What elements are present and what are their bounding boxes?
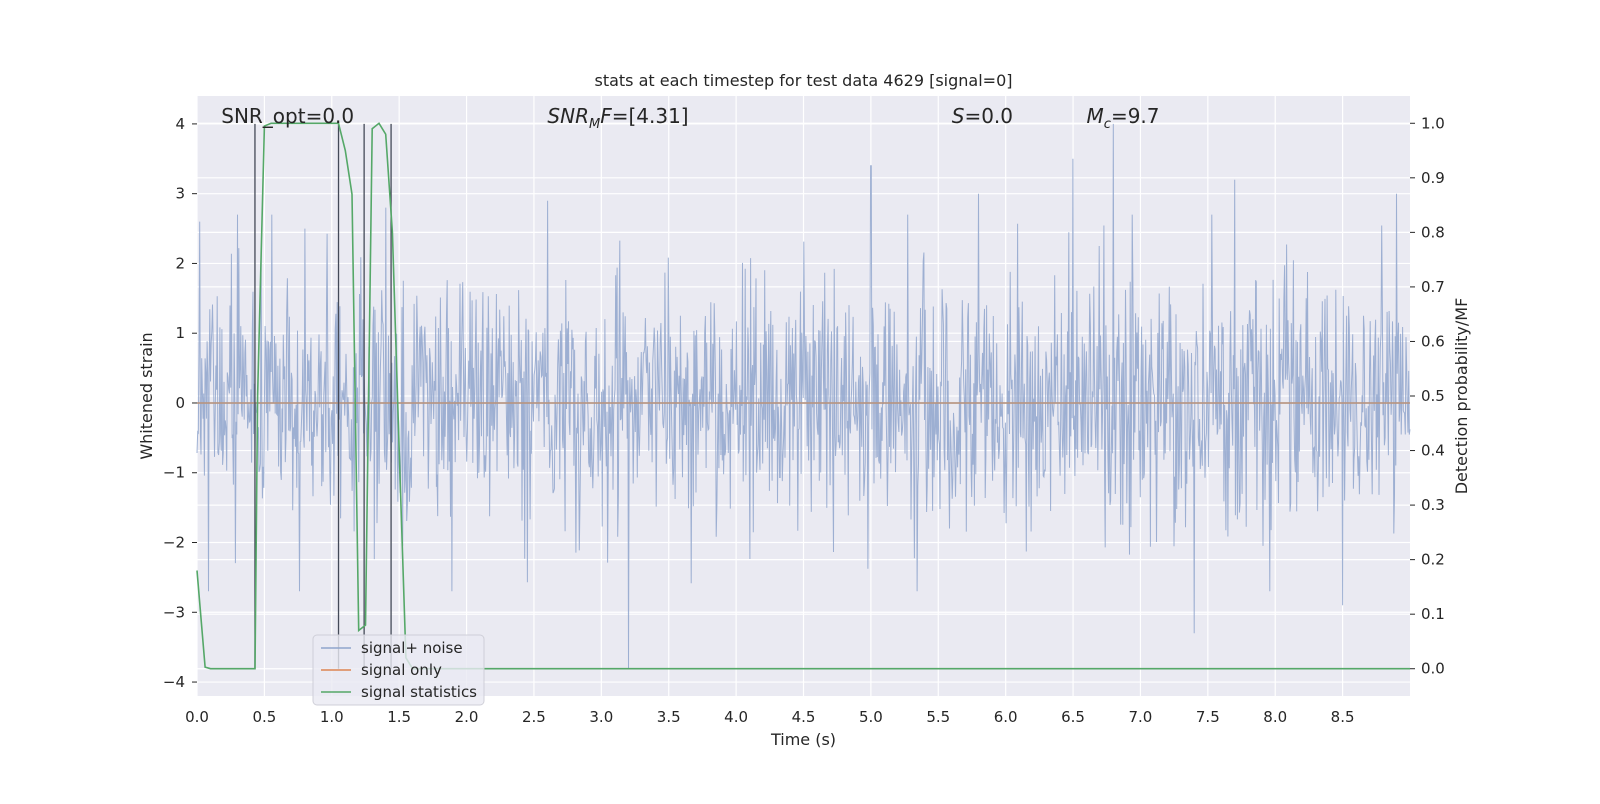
y-tick-label: 0 — [175, 394, 185, 412]
y-tick-label: −4 — [163, 673, 185, 691]
annotation-snr-mf: SNRMF=[4.31] — [547, 104, 688, 132]
x-tick-label: 8.5 — [1331, 708, 1355, 726]
x-tick-label: 3.5 — [657, 708, 681, 726]
x-tick-label: 7.0 — [1129, 708, 1153, 726]
y2-tick-label: 1.0 — [1421, 114, 1445, 132]
y-tick-label: −1 — [163, 464, 185, 482]
x-tick-label: 2.0 — [455, 708, 479, 726]
y2-axis-label: Detection probability/MF — [1452, 298, 1471, 495]
legend-label: signal only — [361, 661, 442, 679]
signal-statistics-line — [196, 122, 1410, 670]
x-tick-label: 3.0 — [589, 708, 613, 726]
signal-statistics-series — [196, 122, 1410, 670]
y2-tick-label: 0.9 — [1421, 169, 1445, 187]
y2-tick-label: 0.6 — [1421, 332, 1445, 350]
y2-tick-label: 0.7 — [1421, 278, 1445, 296]
ticks: 0.0 0.5 1.0 1.5 2.0 2.5 3.0 3.5 4.0 4.5 5.0 5.5 6.0 6… — [163, 114, 1445, 726]
legend: signal+ noise signal only signal statistic… — [312, 634, 485, 706]
annotation-s: S=0.0 — [952, 104, 1013, 128]
y-tick-label: 4 — [175, 115, 185, 133]
y2-tick-label: 0.1 — [1421, 605, 1445, 623]
annotation-mc: Mc=9.7 — [1087, 104, 1160, 132]
chart-title: stats at each timestep for test data 462… — [594, 71, 1012, 90]
y2-tick-label: 0.4 — [1421, 442, 1445, 460]
x-tick-label: 5.5 — [926, 708, 950, 726]
x-tick-label: 4.5 — [792, 708, 816, 726]
y-tick-label: 1 — [175, 324, 185, 342]
x-tick-label: 7.5 — [1196, 708, 1220, 726]
y-tick-label: 3 — [175, 185, 185, 203]
y2-tick-label: 0.3 — [1421, 496, 1445, 514]
y-axis-label: Whitened strain — [137, 332, 156, 459]
y2-tick-label: 0.2 — [1421, 551, 1445, 569]
annotation-snr-opt: SNR_opt=0.0 — [221, 104, 354, 128]
annotations: SNR_opt=0.0 SNRMF=[4.31] S=0.0 Mc=9.7 — [221, 104, 1159, 132]
x-tick-label: 6.0 — [994, 708, 1018, 726]
legend-box — [312, 634, 485, 706]
y-tick-label: −2 — [163, 534, 185, 552]
x-tick-label: 2.5 — [522, 708, 546, 726]
x-tick-label: 0.0 — [185, 708, 209, 726]
y2-tick-label: 0.5 — [1421, 387, 1445, 405]
vertical-lines — [254, 123, 392, 669]
x-tick-label: 4.0 — [724, 708, 748, 726]
x-tick-label: 5.0 — [859, 708, 883, 726]
x-tick-label: 8.0 — [1263, 708, 1287, 726]
x-tick-label: 1.0 — [320, 708, 344, 726]
x-tick-label: 1.5 — [387, 708, 411, 726]
x-tick-label: 6.5 — [1061, 708, 1085, 726]
legend-label: signal+ noise — [361, 639, 463, 657]
y2-tick-label: 0.8 — [1421, 223, 1445, 241]
x-tick-label: 0.5 — [252, 708, 276, 726]
y-tick-label: −3 — [163, 603, 185, 621]
x-axis-label: Time (s) — [770, 730, 836, 749]
y-tick-label: 2 — [175, 254, 185, 272]
legend-label: signal statistics — [361, 683, 477, 701]
y2-tick-label: 0.0 — [1421, 660, 1445, 678]
